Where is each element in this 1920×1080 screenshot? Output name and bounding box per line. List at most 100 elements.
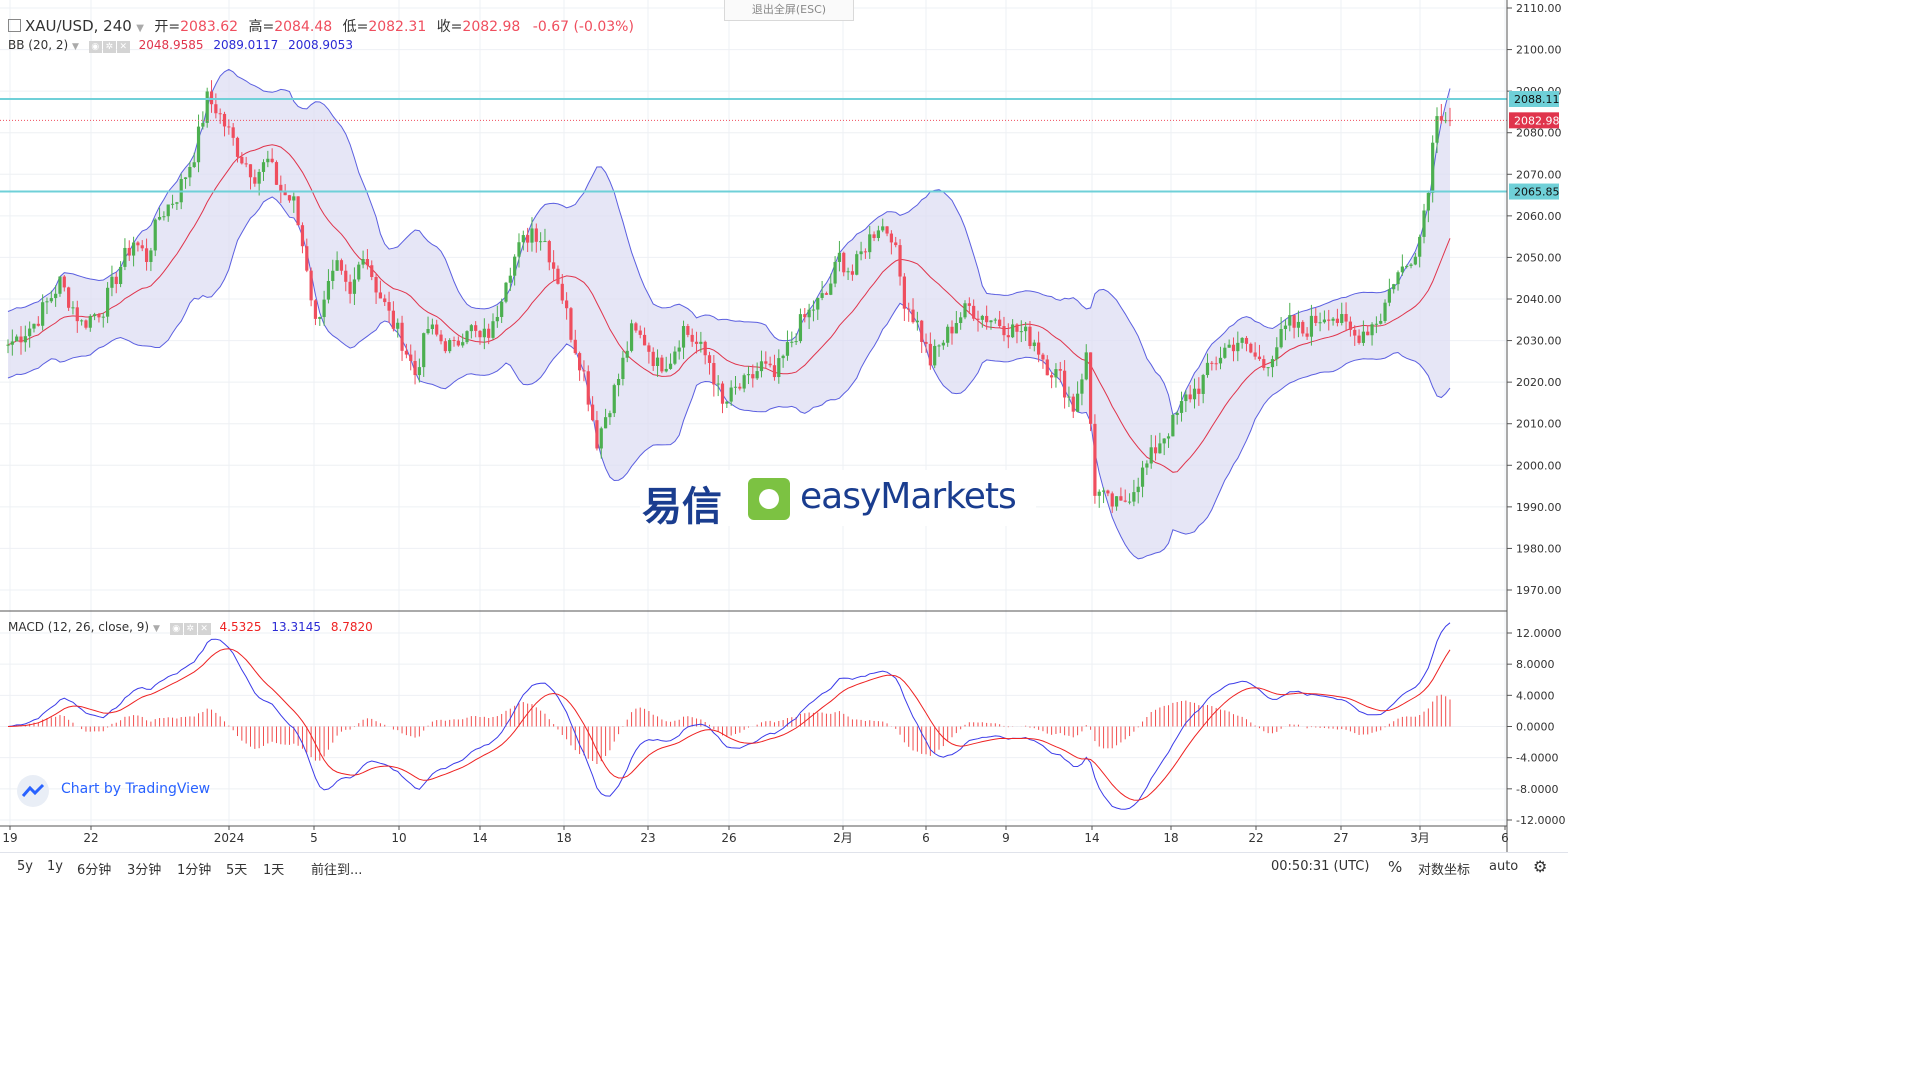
- candle: [725, 401, 729, 409]
- candle: [1179, 391, 1184, 422]
- candle: [248, 164, 253, 190]
- range-1y[interactable]: 1y: [47, 859, 63, 874]
- gear-icon[interactable]: ✲: [183, 623, 197, 635]
- symbol-label[interactable]: XAU/USD, 240: [25, 17, 132, 35]
- candle: [1024, 321, 1028, 341]
- candle: [23, 325, 27, 352]
- candle: [642, 327, 647, 346]
- eye-icon[interactable]: ◉: [169, 623, 183, 635]
- candle: [244, 156, 248, 168]
- candle: [443, 338, 447, 354]
- time-tick-label: 22: [83, 831, 98, 845]
- eye-icon[interactable]: ◉: [88, 41, 102, 53]
- candle: [1011, 319, 1015, 339]
- candle: [84, 319, 88, 330]
- candle: [1045, 355, 1049, 376]
- range-1day[interactable]: 1天: [263, 863, 285, 878]
- time-tick-label: 18: [1163, 831, 1178, 845]
- auto-scale-toggle[interactable]: auto: [1489, 859, 1519, 874]
- chevron-down-icon[interactable]: ▼: [152, 624, 160, 634]
- candle: [967, 297, 971, 315]
- candle: [188, 161, 192, 187]
- candle: [162, 211, 166, 221]
- candle: [668, 353, 673, 370]
- gear-icon[interactable]: ⚙: [1533, 857, 1548, 876]
- candle: [781, 354, 785, 368]
- candle: [1283, 319, 1288, 341]
- range-5day[interactable]: 5天: [226, 863, 248, 878]
- macd-legend-label[interactable]: MACD (12, 26, close, 9): [8, 620, 150, 634]
- candle: [439, 330, 443, 345]
- candle: [192, 152, 196, 169]
- candle: [300, 222, 305, 254]
- tradingview-logo-icon[interactable]: [17, 775, 49, 807]
- candle: [933, 339, 937, 369]
- candle: [1071, 393, 1075, 419]
- bb-legend-label[interactable]: BB (20, 2): [8, 38, 69, 52]
- candle: [894, 236, 898, 248]
- tradingview-credit[interactable]: Chart by TradingView: [61, 781, 211, 797]
- percent-toggle[interactable]: %: [1388, 858, 1403, 876]
- goto-date-button[interactable]: 前往到...: [311, 863, 363, 878]
- candle: [1210, 361, 1214, 371]
- candle: [235, 136, 240, 163]
- candle: [274, 160, 279, 186]
- horizontal-lines[interactable]: [0, 97, 1507, 193]
- macd-axis[interactable]: 12.0000 8.0000 4.0000 0.0000 -4.0000 -8.0000 -…: [1507, 627, 1565, 827]
- time-axis[interactable]: 19 22 2024 5 10 14 18 23 26 2月 6 9 14 18 22 27 3月 6: [2, 826, 1509, 845]
- candle: [859, 241, 863, 261]
- candle: [1327, 309, 1331, 331]
- candle: [1192, 378, 1197, 409]
- price-tick-label: 1970.00: [1516, 584, 1562, 597]
- candle: [313, 299, 318, 326]
- candle: [1175, 410, 1179, 425]
- candle: [881, 218, 885, 233]
- candle: [1050, 372, 1054, 389]
- collapse-icon[interactable]: [8, 18, 21, 32]
- candle: [681, 320, 686, 360]
- chevron-down-icon[interactable]: ▼: [72, 42, 79, 52]
- macd-tick-label: 8.0000: [1516, 658, 1555, 671]
- range-6min[interactable]: 6分钟: [77, 863, 112, 878]
- candle: [1188, 385, 1192, 403]
- candle: [1296, 310, 1301, 338]
- candle: [166, 204, 170, 222]
- chart-canvas[interactable]: 2110.002100.002090.002080.002070.002060.…: [0, 0, 1568, 852]
- candle: [963, 300, 967, 320]
- candle: [28, 321, 32, 348]
- macd-signal-value: 8.7820: [330, 620, 373, 634]
- candle: [842, 251, 846, 277]
- price-axis[interactable]: 2110.002100.002090.002080.002070.002060.…: [1507, 2, 1562, 597]
- candle: [1340, 302, 1344, 326]
- candle: [1422, 203, 1426, 244]
- log-scale-toggle[interactable]: 对数坐标: [1418, 863, 1471, 878]
- candle: [924, 333, 928, 353]
- range-1min[interactable]: 1分钟: [177, 863, 212, 878]
- candle: [1132, 479, 1136, 507]
- price-tick-label: 2070.00: [1516, 168, 1562, 181]
- range-3min[interactable]: 3分钟: [127, 863, 162, 878]
- range-5y[interactable]: 5y: [17, 859, 33, 874]
- candle: [452, 336, 456, 347]
- close-icon[interactable]: ✕: [197, 623, 211, 635]
- candle: [785, 330, 790, 361]
- candle: [868, 225, 872, 259]
- candle: [837, 240, 842, 272]
- chevron-down-icon[interactable]: ▼: [136, 23, 144, 34]
- candle: [1149, 434, 1153, 469]
- candle: [1348, 316, 1353, 337]
- svg-text:2088.11: 2088.11: [1514, 93, 1560, 106]
- gear-icon[interactable]: ✲: [102, 41, 116, 53]
- candle: [1136, 477, 1140, 504]
- candle: [1409, 263, 1413, 269]
- close-icon[interactable]: ✕: [116, 41, 130, 53]
- candle: [1353, 325, 1357, 346]
- macd-value: 13.3145: [271, 620, 321, 634]
- bollinger-lower-line: [7, 196, 1451, 560]
- time-tick-label: 5: [310, 831, 318, 845]
- candle: [1006, 323, 1010, 349]
- candle: [404, 343, 408, 359]
- candle: [97, 312, 101, 323]
- bb-upper-value: 2089.0117: [213, 38, 279, 52]
- exit-fullscreen-button[interactable]: 退出全屏(ESC): [724, 0, 854, 21]
